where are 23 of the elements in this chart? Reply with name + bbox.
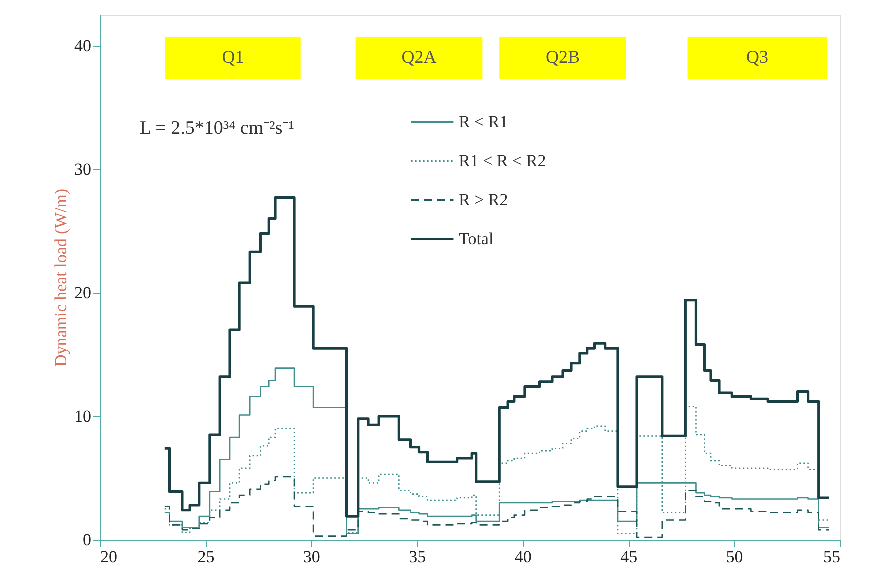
x-tick-label: 45 (620, 548, 638, 566)
legend-label: R < R1 (459, 112, 508, 132)
x-tick-label: 30 (303, 548, 320, 566)
band-label: Q2A (402, 47, 437, 67)
y-tick-label: 10 (74, 406, 92, 426)
band-label: Q1 (222, 47, 244, 67)
band-label: Q3 (746, 47, 769, 67)
y-tick-label: 20 (74, 283, 92, 302)
band-label: Q2B (546, 47, 580, 67)
x-tick-label: 50 (726, 548, 744, 566)
x-tick-label: 40 (514, 548, 532, 566)
y-axis-title: Dynamic heat load (W/m) (52, 189, 70, 367)
legend-label: R1 < R < R2 (459, 152, 546, 170)
y-tick-label: 40 (74, 36, 92, 56)
legend-label: Total (459, 230, 494, 248)
annotation: L = 2.5*10³⁴ cm⁻²s⁻¹ (140, 118, 295, 139)
x-tick-label: 25 (198, 548, 215, 566)
legend-label: R > R2 (459, 190, 508, 210)
y-tick-label: 0 (83, 530, 92, 550)
x-tick-label: 20 (100, 548, 118, 566)
x-tick-label: 55 (824, 548, 840, 566)
y-tick-label: 30 (74, 160, 92, 179)
x-tick-label: 35 (409, 548, 426, 566)
